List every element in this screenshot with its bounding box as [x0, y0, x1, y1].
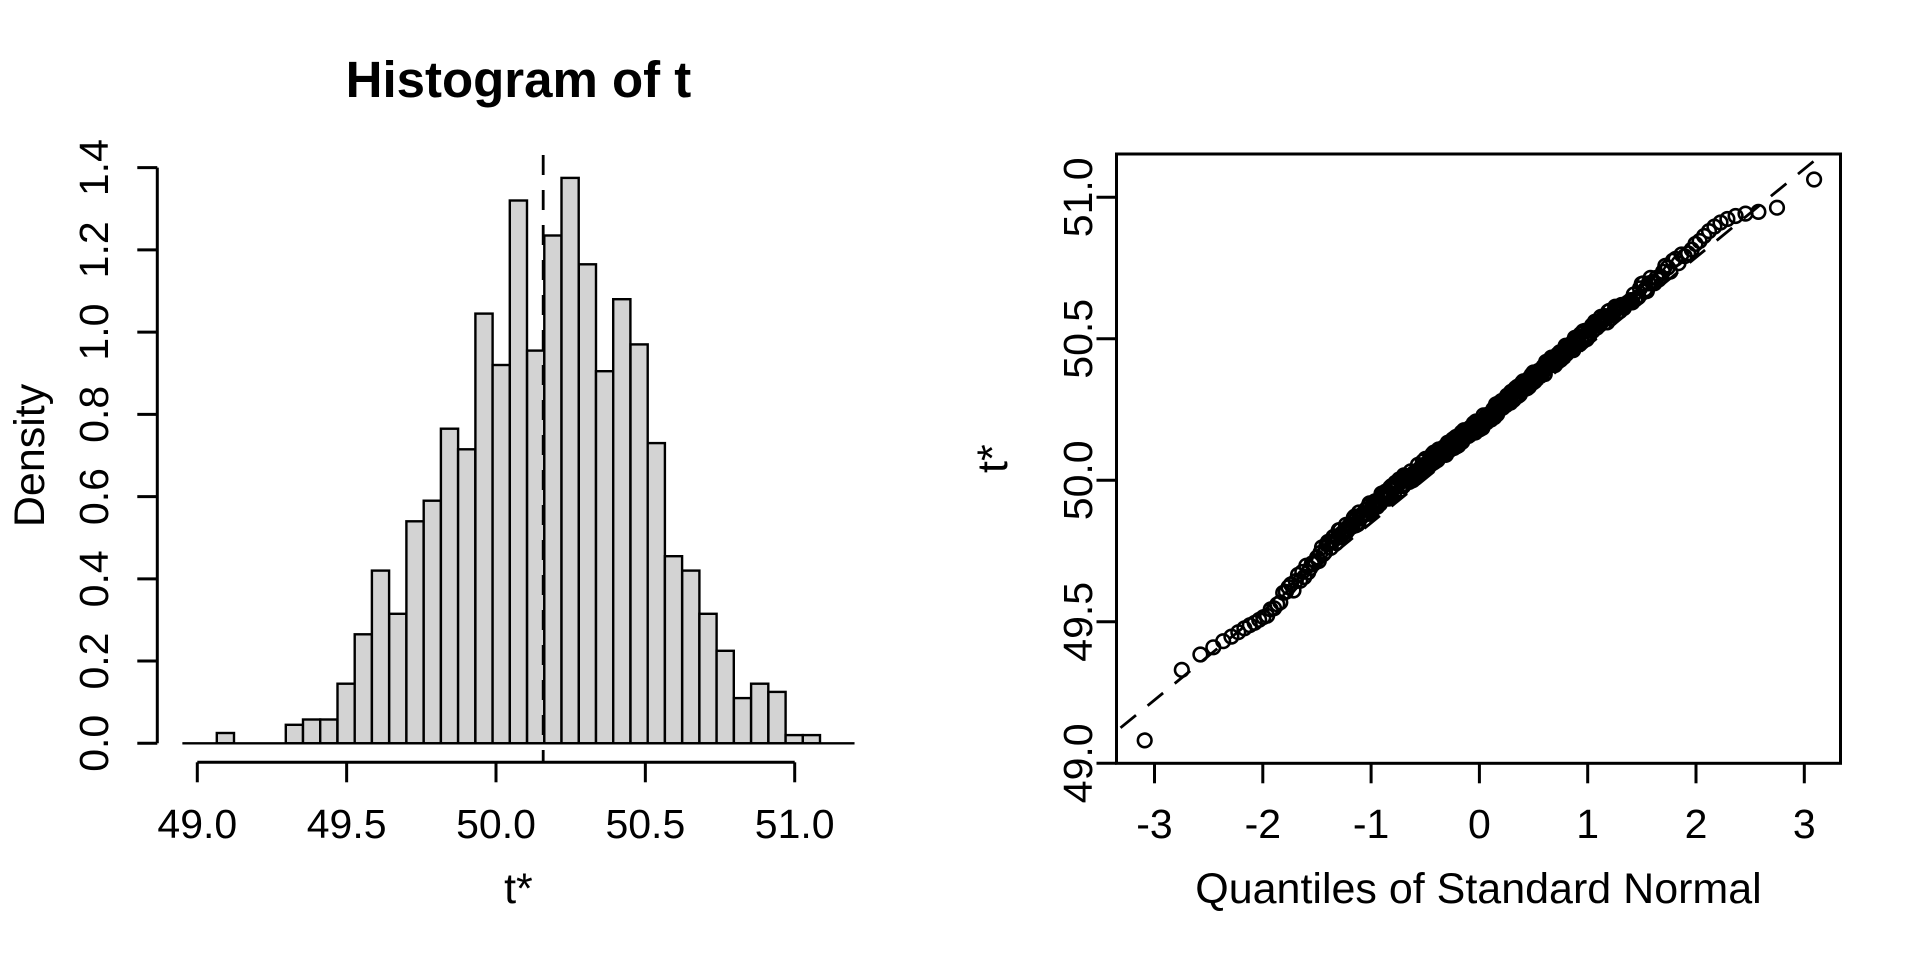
- hist-xlabel: t*: [504, 865, 533, 913]
- histogram-bar: [681, 569, 701, 745]
- hist-y-tick-label: 0.8: [71, 386, 117, 443]
- hist-y-tick-label: 1.4: [71, 139, 117, 196]
- histogram-bar: [301, 718, 322, 745]
- qq-point: [1173, 661, 1190, 679]
- qq-point: [1691, 232, 1708, 250]
- qq-points: [1136, 171, 1823, 749]
- qq-x-tick-label: -2: [1245, 801, 1281, 847]
- histogram-bar: [525, 349, 546, 745]
- hist-y-tick-label: 0.2: [71, 633, 117, 690]
- qq-y-tick-label: 50.5: [1055, 299, 1101, 379]
- histogram-bar: [405, 520, 425, 745]
- qqplot-panel: [1096, 152, 1842, 784]
- qq-point: [1727, 207, 1744, 225]
- histogram-bar: [784, 733, 804, 745]
- hist-y-tick-label: 0.4: [71, 550, 117, 607]
- qq-x-tick-label: 1: [1576, 801, 1599, 847]
- qq-point: [1768, 199, 1786, 216]
- histogram-bar: [560, 176, 580, 745]
- qq-x-tick-label: 0: [1468, 801, 1491, 847]
- histogram-bars: [215, 176, 822, 745]
- histogram-bar: [353, 633, 374, 745]
- hist-ylabel: Density: [6, 383, 54, 527]
- qq-point: [1719, 210, 1736, 228]
- histogram-bar: [732, 696, 753, 745]
- histogram-bar: [491, 363, 512, 745]
- histogram-bar: [336, 682, 356, 745]
- hist-x-tick-label: 50.0: [456, 801, 536, 847]
- histogram-bar: [801, 733, 822, 745]
- histogram-bar: [698, 612, 718, 745]
- qq-point: [1750, 203, 1767, 220]
- histogram-bar: [474, 312, 494, 745]
- histogram-bar: [663, 555, 684, 745]
- qq-xlabel: Quantiles of Standard Normal: [1195, 865, 1761, 913]
- hist-y-tick-label: 1.2: [71, 221, 117, 278]
- histogram-bar: [370, 569, 391, 745]
- qq-x-tick-label: 2: [1685, 801, 1708, 847]
- hist-x-tick-label: 49.5: [307, 801, 387, 847]
- histogram-bar: [439, 427, 460, 745]
- qq-y-tick-label: 51.0: [1055, 157, 1101, 237]
- qq-point: [1292, 572, 1309, 589]
- qq-plot-box: [1115, 152, 1842, 765]
- histogram-bar: [284, 723, 305, 745]
- qq-y-tick-label: 49.0: [1055, 723, 1101, 803]
- histogram-bar: [215, 731, 236, 745]
- histogram-bar: [319, 718, 339, 745]
- qq-point: [1136, 732, 1153, 749]
- hist-x-tick-label: 49.0: [157, 801, 237, 847]
- hist-title: Histogram of t: [346, 51, 692, 108]
- histogram-bar: [388, 612, 408, 745]
- histogram-panel: [137, 155, 855, 783]
- hist-x-tick-label: 51.0: [755, 801, 835, 847]
- hist-y-tick-label: 1.0: [71, 304, 117, 361]
- histogram-bar: [767, 690, 787, 745]
- hist-x-tick-label: 50.5: [605, 801, 685, 847]
- histogram-bar: [594, 370, 615, 745]
- histogram-bar: [646, 441, 667, 745]
- qq-x-tick-label: 3: [1793, 801, 1816, 847]
- hist-y-tick-label: 0.0: [71, 715, 117, 772]
- qq-point: [1215, 633, 1232, 650]
- qq-point: [1805, 171, 1823, 188]
- histogram-bar: [577, 263, 598, 745]
- qq-y-tick-label: 50.0: [1055, 440, 1101, 520]
- qq-ylabel: t*: [969, 444, 1017, 473]
- histogram-bar: [456, 448, 477, 745]
- histogram-bar: [543, 234, 563, 745]
- histogram-bar: [422, 499, 443, 745]
- qq-point: [1192, 646, 1209, 663]
- qq-x-tick-label: -1: [1353, 801, 1389, 847]
- histogram-bar: [629, 343, 649, 745]
- hist-y-tick-label: 0.6: [71, 468, 117, 525]
- qq-x-tick-label: -3: [1136, 801, 1172, 847]
- histogram-bar: [715, 649, 735, 745]
- qq-point: [1695, 227, 1713, 245]
- qq-y-tick-label: 49.5: [1055, 582, 1101, 662]
- histogram-bar: [612, 298, 632, 745]
- histogram-bar: [508, 199, 529, 745]
- histogram-bar: [749, 682, 770, 745]
